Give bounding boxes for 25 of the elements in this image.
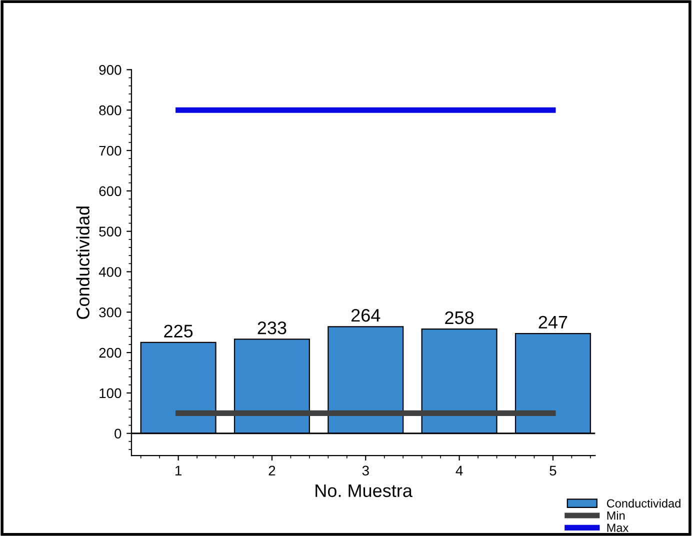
y-tick-label: 0: [114, 428, 122, 439]
x-tick-label: 4: [456, 466, 463, 476]
y-tick-label: 500: [99, 226, 122, 236]
y-tick-label: 700: [99, 146, 122, 156]
legend-label: Min: [607, 511, 625, 520]
data-label: 264: [351, 308, 380, 322]
legend-label: Max: [607, 524, 629, 532]
data-label: 258: [445, 311, 474, 324]
data-label: 225: [164, 324, 193, 338]
y-tick-label: 100: [100, 388, 122, 398]
y-tick-label: 900: [99, 65, 122, 75]
y-axis-title: Conductividad: [76, 206, 90, 319]
y-tick-label: 200: [99, 348, 122, 358]
y-tick-label: 300: [99, 307, 122, 318]
data-label: 247: [538, 316, 568, 328]
data-label: 233: [258, 321, 286, 334]
x-tick-label: 2: [268, 466, 276, 476]
y-tick-label: 800: [99, 105, 122, 116]
x-tick-label: 5: [550, 466, 556, 476]
x-tick-label: 1: [176, 466, 182, 476]
y-tick-label: 600: [99, 186, 122, 196]
legend-label: Conductividad: [606, 498, 680, 508]
x-tick-label: 3: [362, 466, 369, 476]
x-axis-title: No. Muestra: [316, 484, 412, 498]
y-tick-label: 400: [98, 267, 122, 277]
